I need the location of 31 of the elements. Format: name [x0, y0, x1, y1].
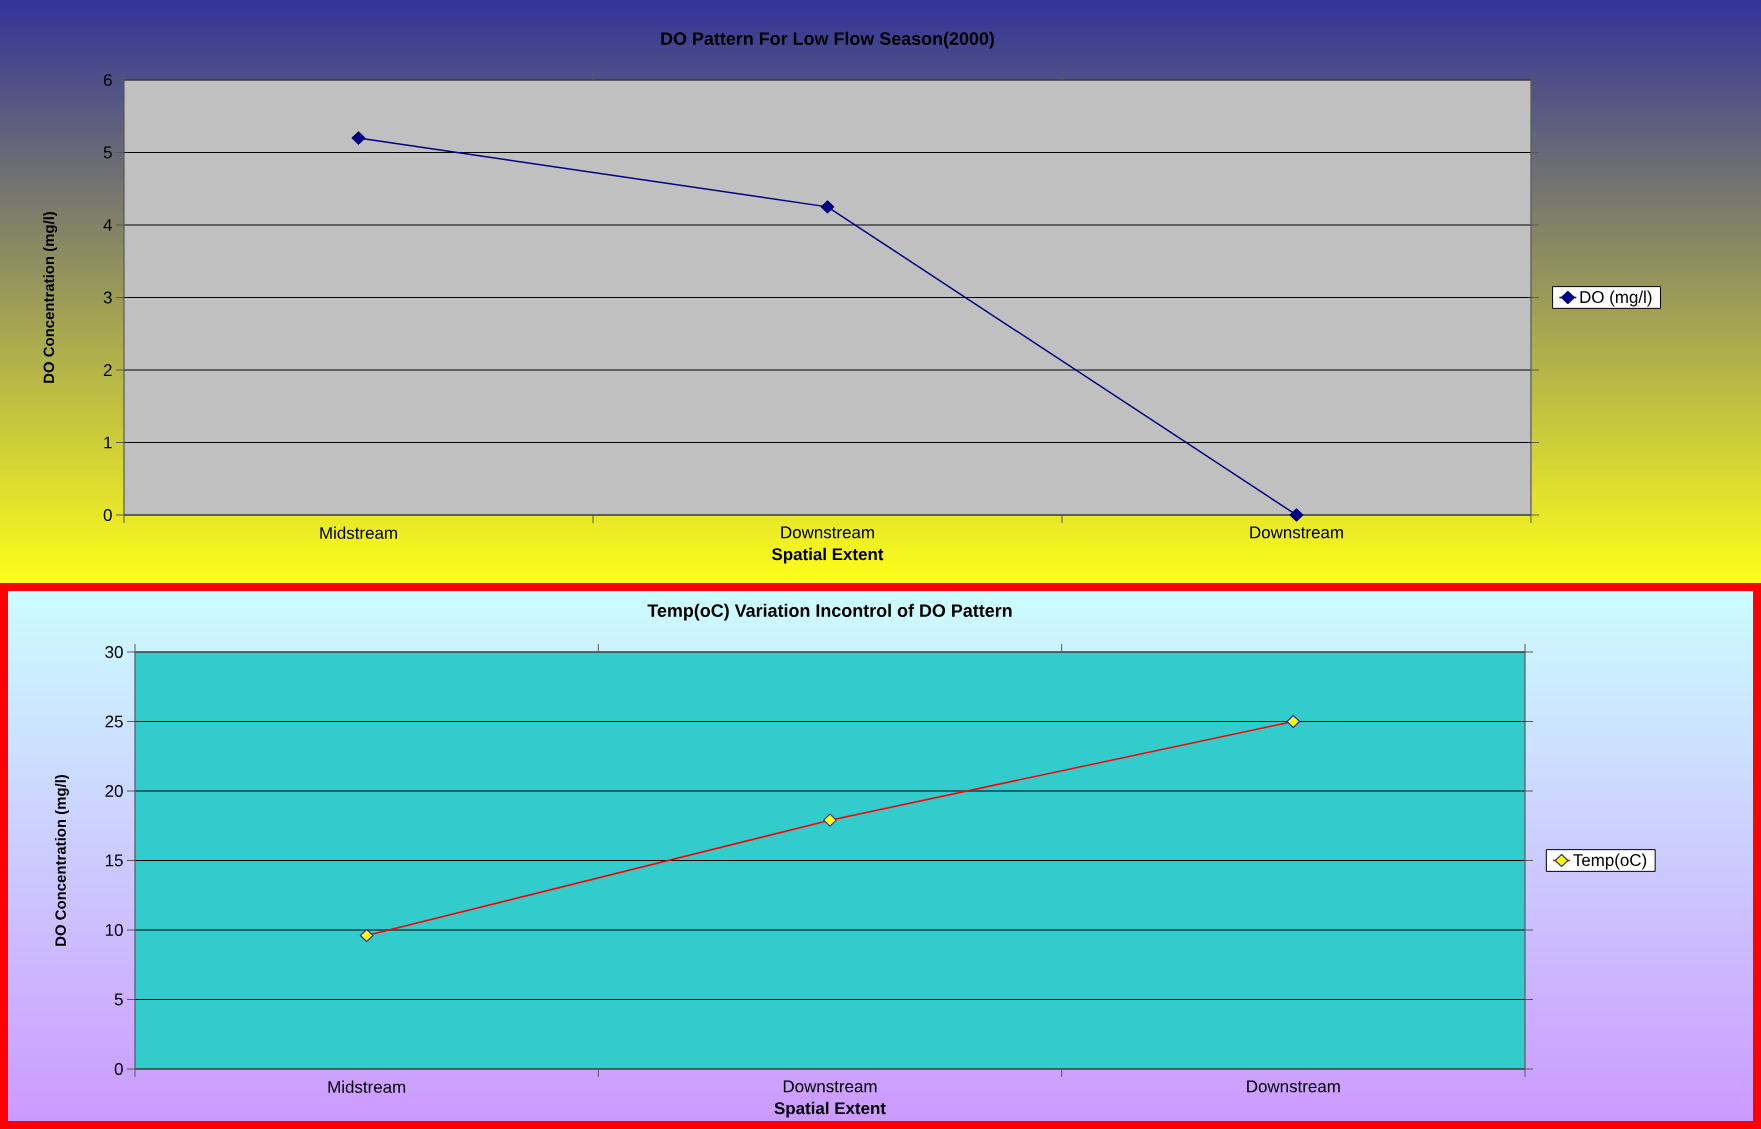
legend-label: DO (mg/l)	[1580, 290, 1652, 307]
y-tick-label: 20	[105, 785, 123, 797]
x-tick-label: Downstream	[783, 1080, 877, 1093]
x-tick-label: Midstream	[320, 526, 397, 539]
y-tick-label: 5	[103, 146, 112, 159]
y-tick-label: 3	[103, 291, 112, 304]
chart-title: DO Pattern For Low Flow Season(2000)	[661, 31, 994, 49]
x-tick-label: Downstream	[1247, 1080, 1340, 1093]
y-tick-label: 2	[103, 364, 112, 376]
y-tick-label: 0	[103, 508, 112, 521]
point	[1289, 508, 1304, 522]
legend-label: Temp(oC)	[1573, 853, 1647, 870]
y-tick-label: 25	[105, 715, 123, 728]
y-tick-label: 15	[105, 854, 123, 867]
y-tick-label: 30	[105, 646, 123, 658]
point	[820, 200, 835, 214]
y-tick-label: 4	[103, 219, 112, 231]
x-axis-title: Spatial Extent	[774, 1101, 886, 1118]
x-axis-title: Spatial Extent	[771, 547, 884, 564]
point	[351, 131, 366, 145]
y-tick-label: 1	[104, 436, 112, 449]
y-tick-label: 0	[114, 1063, 123, 1075]
y-tick-label: 10	[105, 924, 123, 936]
y-tick-label: 5	[114, 993, 123, 1006]
y-axis-title: DO Concentration (mg/l)	[43, 211, 58, 383]
y-tick-label: 6	[103, 74, 112, 86]
y-axis-title: DO Concentration (mg/l)	[54, 774, 69, 946]
x-tick-label: Midstream	[328, 1080, 406, 1093]
chart-title: Temp(oC) Variation Incontrol of DO Pattern	[647, 603, 1012, 621]
x-tick-label: Downstream	[1250, 526, 1343, 539]
x-tick-label: Downstream	[781, 526, 874, 539]
